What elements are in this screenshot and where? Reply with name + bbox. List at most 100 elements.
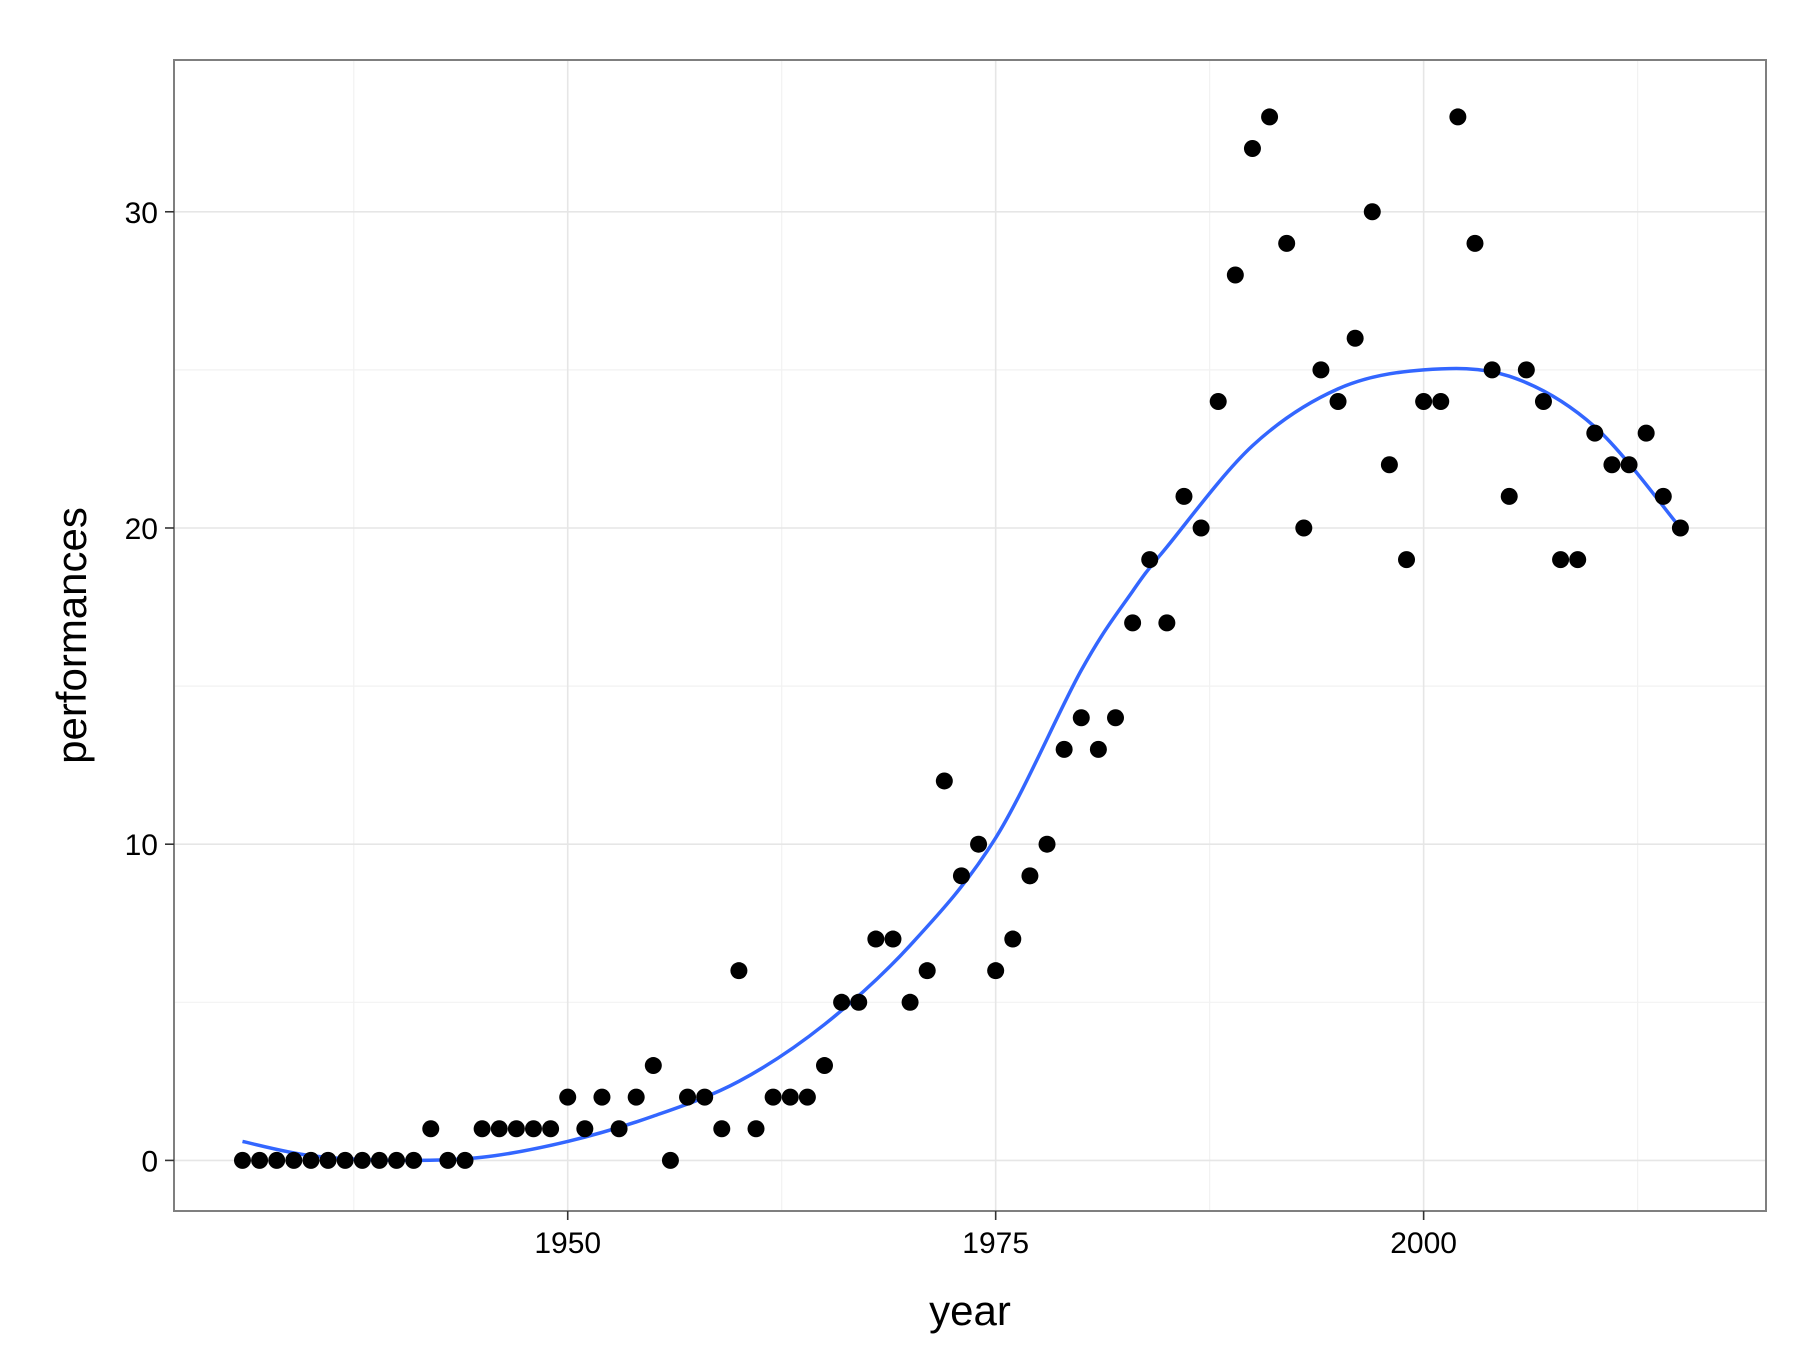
x-tick-label: 1950	[534, 1227, 601, 1260]
data-point	[1603, 456, 1621, 474]
data-point	[456, 1151, 474, 1169]
data-point	[850, 993, 868, 1011]
data-point	[353, 1151, 371, 1169]
data-point	[1329, 393, 1347, 411]
data-point	[524, 1120, 542, 1138]
data-point	[507, 1120, 525, 1138]
data-point	[1483, 361, 1501, 379]
data-point	[713, 1120, 731, 1138]
data-point	[730, 962, 748, 980]
data-point	[302, 1151, 320, 1169]
data-point	[542, 1120, 560, 1138]
axis-ticks: 1950 1975 2000 0 10 20 30	[125, 197, 1457, 1260]
data-point	[251, 1151, 269, 1169]
x-axis-title: year	[929, 1287, 1011, 1334]
data-point	[1415, 393, 1433, 411]
data-point	[661, 1151, 679, 1169]
data-point	[987, 962, 1005, 980]
y-tick-label: 0	[141, 1145, 158, 1178]
data-point	[319, 1151, 337, 1169]
data-point	[1346, 329, 1364, 347]
data-point	[473, 1120, 491, 1138]
data-point	[1089, 740, 1107, 758]
data-point	[901, 993, 919, 1011]
data-point	[490, 1120, 508, 1138]
data-point	[439, 1151, 457, 1169]
smooth-line-layer	[242, 366, 1682, 1163]
data-point	[781, 1088, 799, 1106]
y-tick-label: 10	[125, 829, 158, 862]
data-point	[1380, 456, 1398, 474]
data-point	[1449, 108, 1467, 126]
data-point	[233, 1151, 251, 1169]
data-points	[233, 108, 1689, 1169]
data-point	[1226, 266, 1244, 284]
data-point	[1021, 867, 1039, 885]
data-point	[1295, 519, 1313, 537]
data-point	[268, 1151, 286, 1169]
data-point	[1124, 614, 1142, 632]
data-point	[627, 1088, 645, 1106]
data-point	[1654, 487, 1672, 505]
data-point	[867, 930, 885, 948]
data-point	[1552, 551, 1570, 569]
data-point	[1072, 709, 1090, 727]
data-point	[1534, 393, 1552, 411]
data-point	[644, 1057, 662, 1075]
x-tick-label: 1975	[962, 1227, 1029, 1260]
data-point	[1671, 519, 1689, 537]
data-point	[405, 1151, 423, 1169]
data-point	[1432, 393, 1450, 411]
data-point	[747, 1120, 765, 1138]
x-tick-label: 2000	[1390, 1227, 1457, 1260]
data-point	[1175, 487, 1193, 505]
data-point	[388, 1151, 406, 1169]
data-point	[1243, 140, 1261, 158]
data-point	[1637, 424, 1655, 442]
data-point	[1620, 456, 1638, 474]
data-point	[815, 1057, 833, 1075]
data-point	[1055, 740, 1073, 758]
data-point	[336, 1151, 354, 1169]
data-point	[952, 867, 970, 885]
data-point	[285, 1151, 303, 1169]
data-point	[1141, 551, 1159, 569]
data-point	[593, 1088, 611, 1106]
data-point	[1500, 487, 1518, 505]
y-axis-title: performances	[48, 507, 95, 764]
data-point	[679, 1088, 697, 1106]
data-point	[833, 993, 851, 1011]
data-point	[798, 1088, 816, 1106]
data-point	[1312, 361, 1330, 379]
data-point	[1107, 709, 1125, 727]
data-point	[559, 1088, 577, 1106]
y-tick-label: 20	[125, 513, 158, 546]
data-point	[918, 962, 936, 980]
data-point	[1209, 393, 1227, 411]
data-point	[1398, 551, 1416, 569]
data-point	[884, 930, 902, 948]
y-tick-label: 30	[125, 197, 158, 230]
data-point	[1363, 203, 1381, 221]
data-point	[422, 1120, 440, 1138]
data-point	[1192, 519, 1210, 537]
data-point	[576, 1120, 594, 1138]
data-point	[370, 1151, 388, 1169]
data-point	[696, 1088, 714, 1106]
data-point	[1466, 234, 1484, 252]
data-point	[764, 1088, 782, 1106]
data-point	[610, 1120, 628, 1138]
data-point	[1004, 930, 1022, 948]
data-point	[1517, 361, 1535, 379]
data-point	[970, 835, 988, 853]
data-point	[1038, 835, 1056, 853]
data-point	[1586, 424, 1604, 442]
data-point	[1569, 551, 1587, 569]
data-point	[1261, 108, 1279, 126]
grid-lines	[174, 60, 1766, 1211]
smooth-trend-line	[242, 366, 1682, 1163]
data-point	[1158, 614, 1176, 632]
data-point	[935, 772, 953, 790]
